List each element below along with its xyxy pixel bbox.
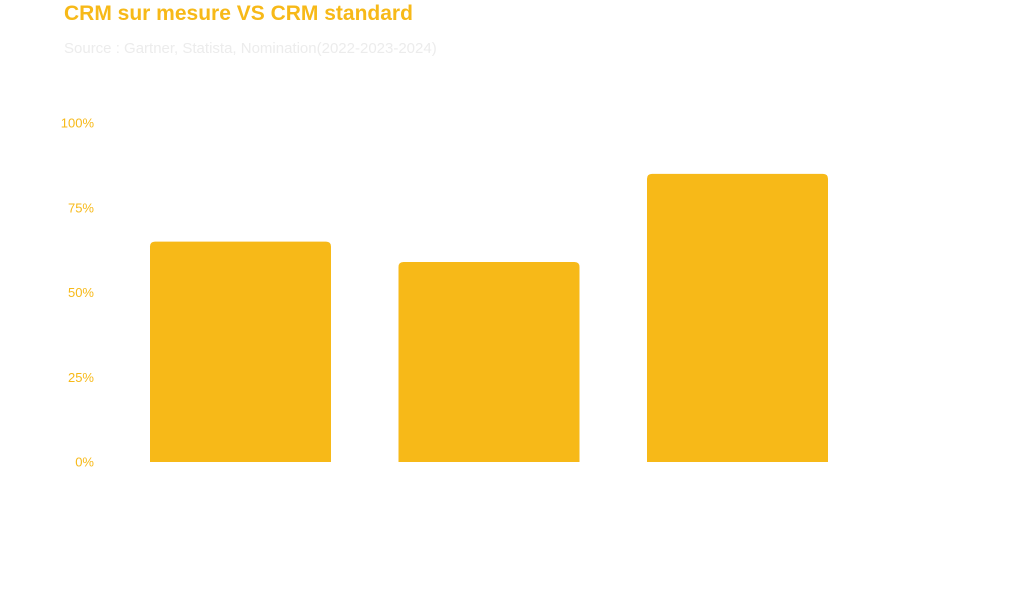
y-tick-label: 75% — [68, 200, 94, 215]
bar-2 — [398, 261, 580, 462]
bar-3 — [647, 173, 828, 462]
y-tick-label: 25% — [68, 370, 94, 385]
chart-subtitle: Source : Gartner, Statista, Nomination(2… — [64, 40, 437, 57]
y-tick-label: 0% — [75, 455, 94, 470]
chart-title: CRM sur mesure VS CRM standard — [64, 2, 413, 25]
bar-1 — [150, 241, 331, 462]
y-tick-label: 50% — [68, 285, 94, 300]
y-tick-label: 100% — [61, 116, 95, 131]
y-axis-ticks: 0% 25% 50% 75% 100% — [61, 116, 95, 470]
bars — [150, 173, 828, 462]
